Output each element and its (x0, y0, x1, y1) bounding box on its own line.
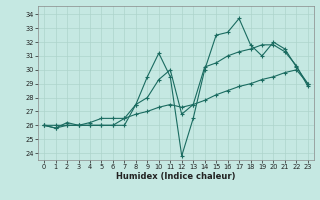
X-axis label: Humidex (Indice chaleur): Humidex (Indice chaleur) (116, 172, 236, 181)
